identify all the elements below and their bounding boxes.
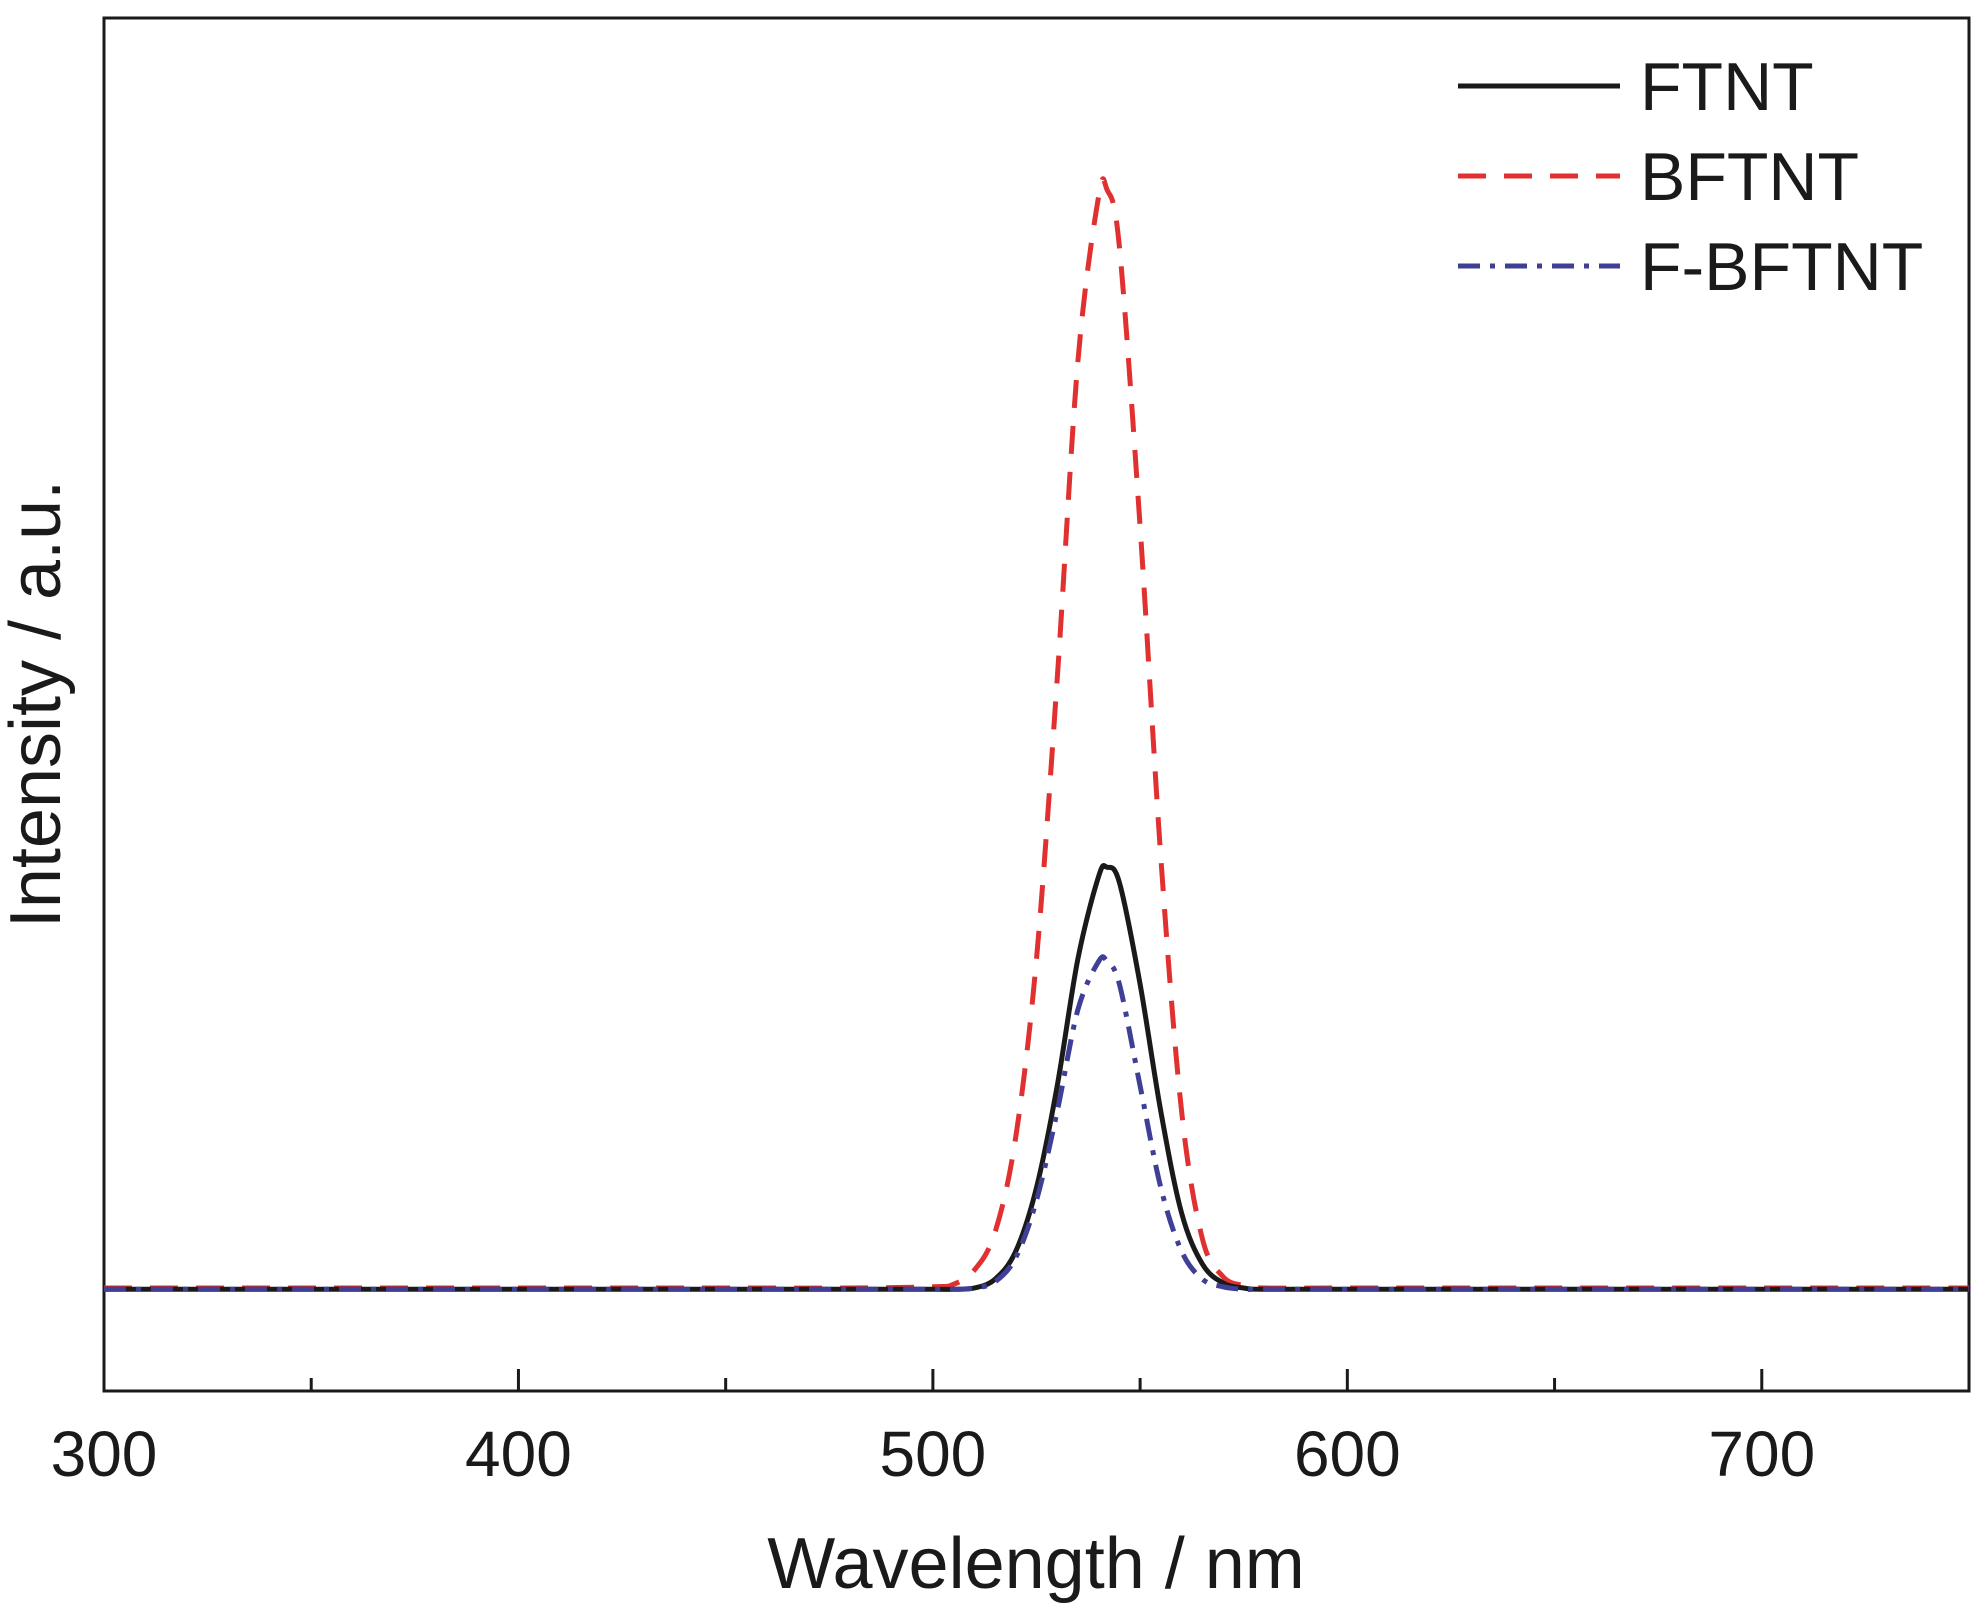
x-axis-label: Wavelength / nm	[767, 1524, 1305, 1604]
x-tick-label: 700	[1708, 1418, 1815, 1490]
series-line-bftnt	[104, 176, 1969, 1291]
legend: FTNT BFTNT F-BFTNT	[1458, 49, 1923, 305]
series-lines	[104, 176, 1969, 1292]
x-tick-label: 400	[465, 1418, 572, 1490]
x-axis: 300 400 500 600 700	[51, 1369, 1815, 1490]
plot-frame	[102, 16, 1971, 1393]
legend-label: BFTNT	[1640, 139, 1859, 215]
series-line-f-bftnt	[104, 954, 1969, 1292]
series-line-ftnt	[104, 863, 1969, 1292]
legend-label: F-BFTNT	[1640, 229, 1923, 305]
y-axis-label: Intensity / a.u.	[0, 480, 76, 928]
x-tick-label: 300	[51, 1418, 158, 1490]
x-tick-label: 500	[879, 1418, 986, 1490]
legend-label: FTNT	[1640, 49, 1814, 125]
x-tick-label: 600	[1294, 1418, 1401, 1490]
